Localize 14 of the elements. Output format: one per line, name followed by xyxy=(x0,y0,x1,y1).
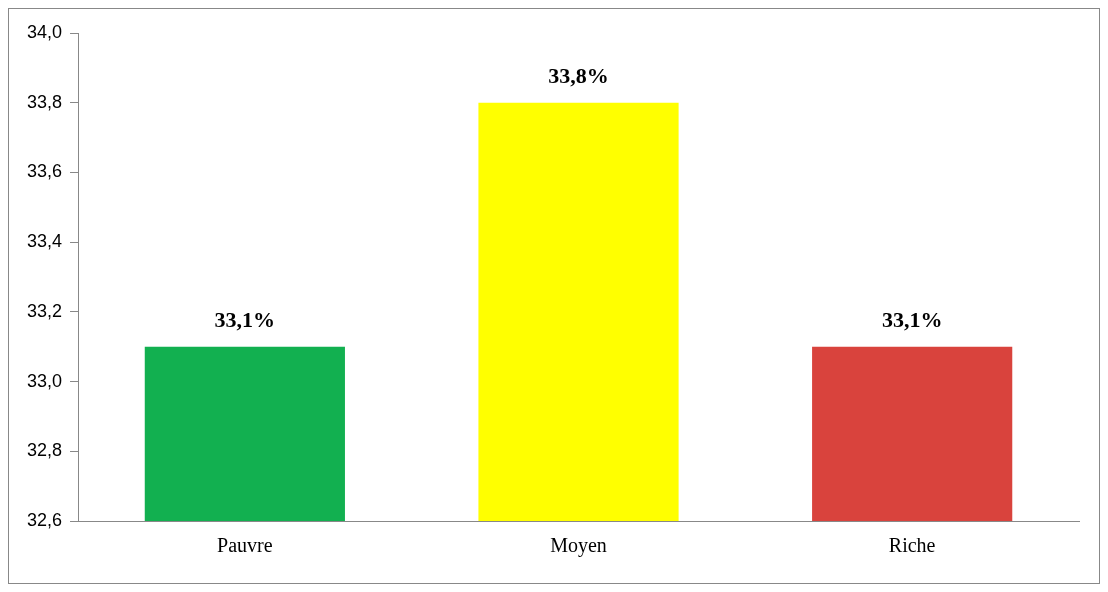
y-tick-label: 33,8 xyxy=(26,91,63,112)
data-label: 33,8% xyxy=(548,63,609,89)
y-tick-label: 33,4 xyxy=(26,231,63,252)
data-label: 33,1% xyxy=(214,307,276,333)
y-tick-label: 34,0 xyxy=(26,21,63,42)
y-tick-label: 32,6 xyxy=(26,509,63,530)
y-tick-label: 33,2 xyxy=(26,300,63,321)
x-tick-label: Moyen xyxy=(550,534,607,558)
y-tick-label: 32,8 xyxy=(26,440,63,461)
y-tick-label: 33,0 xyxy=(26,370,63,391)
x-tick-label: Riche xyxy=(888,534,936,557)
data-label: 33,1% xyxy=(881,307,943,333)
y-tick-label: 33,6 xyxy=(26,161,63,182)
x-tick-label: Pauvre xyxy=(217,534,273,557)
